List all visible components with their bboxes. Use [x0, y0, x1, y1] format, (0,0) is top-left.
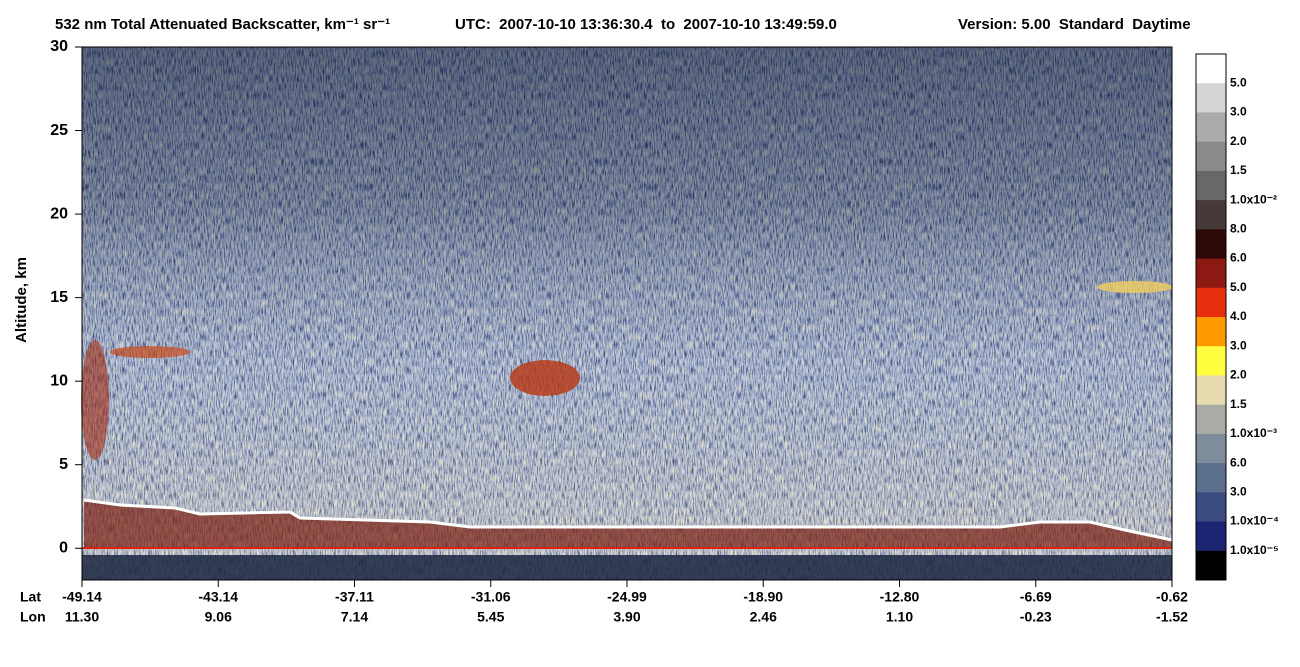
x-tick-label: -12.80 — [880, 589, 920, 605]
below-ground — [82, 555, 1172, 580]
chart-title: 532 nm Total Attenuated Backscatter, km⁻… — [55, 16, 390, 33]
version-label: Version: 5.00 Standard Daytime — [958, 16, 1191, 33]
x-row-name: Lon — [20, 609, 46, 625]
y-tick-label: 30 — [50, 38, 68, 55]
colorbar-swatch — [1196, 54, 1226, 84]
x-tick-label: 2.46 — [750, 609, 777, 625]
colorbar-swatch — [1196, 521, 1226, 552]
colorbar-label: 2.0 — [1230, 134, 1247, 148]
colorbar-label: 6.0 — [1230, 251, 1247, 265]
y-tick-label: 10 — [50, 372, 68, 389]
cloud — [110, 346, 190, 358]
colorbar-label: 8.0 — [1230, 222, 1247, 236]
colorbar-swatch — [1196, 141, 1226, 172]
x-tick-label: 5.45 — [477, 609, 504, 625]
surface-return — [83, 498, 1173, 542]
colorbar-swatch — [1196, 550, 1226, 581]
x-tick-label: -0.62 — [1156, 589, 1188, 605]
y-tick-label: 20 — [50, 205, 68, 222]
colorbar-label: 3.0 — [1230, 338, 1247, 352]
colorbar-label: 4.0 — [1230, 309, 1247, 323]
x-tick-label: -24.99 — [607, 589, 647, 605]
colorbar-swatch — [1196, 200, 1226, 230]
plot-area — [81, 46, 1173, 581]
x-tick-label: 1.10 — [886, 609, 913, 625]
colorbar-label: 3.0 — [1230, 485, 1247, 499]
colorbar-label: 5.0 — [1230, 280, 1247, 294]
x-tick-label: 3.90 — [613, 609, 640, 625]
colorbar-label: 1.5 — [1230, 163, 1247, 177]
x-tick-label: 7.14 — [341, 609, 368, 625]
colorbar-label: 1.0x10⁻⁵ — [1230, 543, 1279, 557]
colorbar-label: 1.0x10⁻⁴ — [1230, 514, 1279, 528]
colorbar-swatch — [1196, 404, 1226, 435]
x-tick-label: -31.06 — [471, 589, 511, 605]
colorbar-label: 2.0 — [1230, 368, 1247, 382]
y-tick-label: 5 — [59, 456, 68, 473]
colorbar-swatch — [1196, 112, 1226, 143]
surface-layer — [84, 500, 1172, 548]
colorbar-swatch — [1196, 83, 1226, 113]
colorbar-swatch — [1196, 258, 1226, 289]
cloud — [1097, 281, 1173, 293]
x-row-name: Lat — [20, 589, 41, 605]
colorbar-swatch — [1196, 463, 1226, 493]
y-tick-label: 0 — [59, 539, 68, 556]
x-tick-label: -6.69 — [1020, 589, 1052, 605]
chart-subtitle: UTC: 2007-10-10 13:36:30.4 to 2007-10-10… — [455, 16, 837, 33]
colorbar-swatch — [1196, 375, 1226, 406]
colorbar-swatch — [1196, 229, 1226, 260]
x-tick-label: -18.90 — [743, 589, 783, 605]
x-tick-label: 11.30 — [65, 609, 99, 625]
colorbar-label: 1.0x10⁻² — [1230, 192, 1277, 206]
y-axis-label: Altitude, km — [13, 257, 30, 343]
colorbar-swatch — [1196, 433, 1226, 464]
colorbar-label: 3.0 — [1230, 105, 1247, 119]
colorbar-label: 1.5 — [1230, 397, 1247, 411]
x-tick-label: -0.23 — [1020, 609, 1052, 625]
x-tick-label: -1.52 — [1156, 609, 1188, 625]
colorbar-frame — [1195, 53, 1227, 581]
x-tick-label: -37.11 — [335, 589, 374, 605]
colorbar-label: 1.0x10⁻³ — [1230, 426, 1277, 440]
colorbar-label: 5.0 — [1230, 75, 1247, 89]
y-tick-label: 25 — [50, 122, 68, 139]
colorbar-swatch — [1196, 492, 1226, 523]
y-tick-label: 15 — [50, 289, 68, 306]
colorbar-swatch — [1196, 287, 1226, 318]
colorbar-swatch — [1196, 317, 1226, 347]
colorbar-swatch — [1196, 170, 1226, 201]
cloud — [510, 360, 580, 396]
backscatter-haze — [82, 47, 1172, 580]
x-tick-label: -43.14 — [198, 589, 238, 605]
x-tick-label: -49.14 — [62, 589, 102, 605]
colorbar-label: 6.0 — [1230, 455, 1247, 469]
cloud — [81, 340, 109, 460]
colorbar-swatch — [1196, 346, 1226, 376]
x-tick-label: 9.06 — [205, 609, 232, 625]
